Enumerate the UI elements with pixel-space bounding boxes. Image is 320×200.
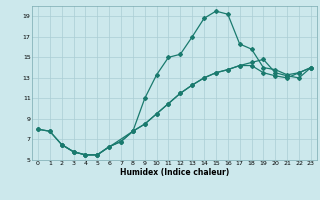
X-axis label: Humidex (Indice chaleur): Humidex (Indice chaleur) — [120, 168, 229, 177]
